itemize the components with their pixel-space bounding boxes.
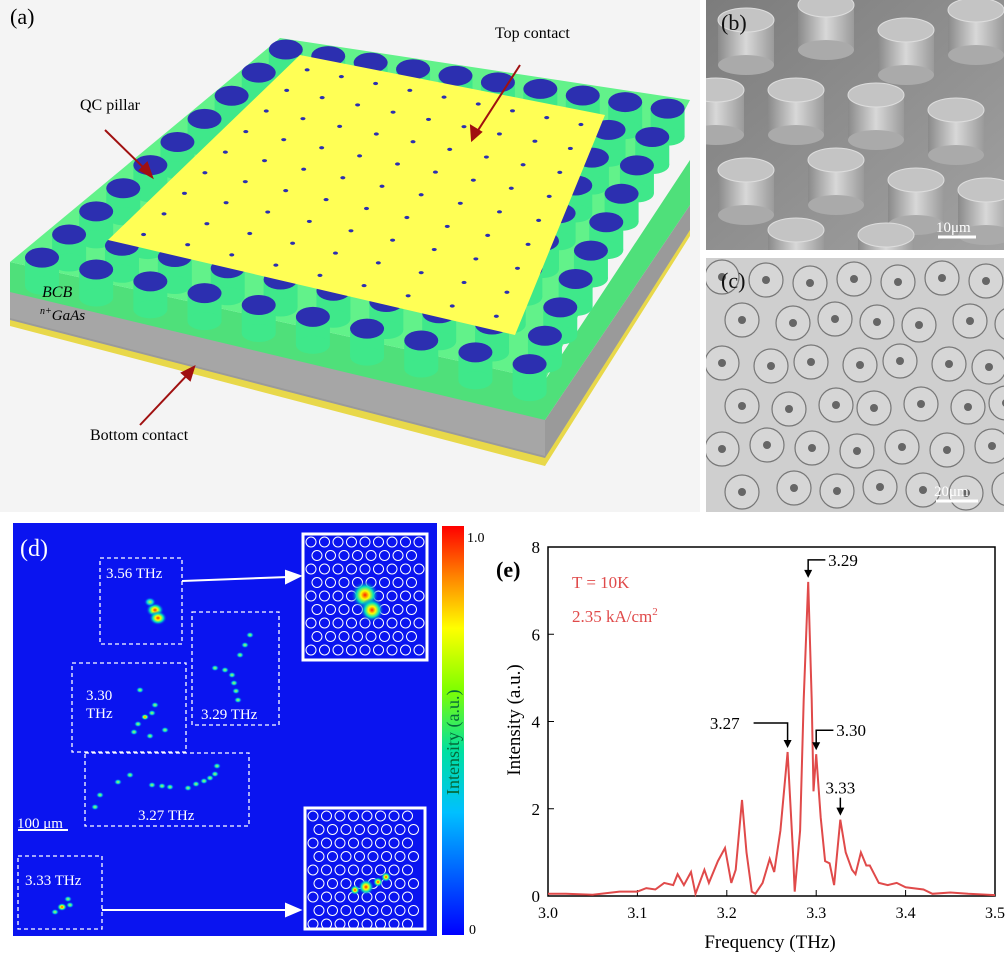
y-tick-label: 6 xyxy=(532,625,541,644)
mode-label-356: 3.56 THz xyxy=(106,566,163,582)
peak-annotation: 3.30 xyxy=(812,721,866,751)
qc-pillar xyxy=(52,224,87,245)
qc-pillar-label: QC pillar xyxy=(80,97,141,114)
qc-pillar xyxy=(214,85,249,106)
qc-pillar xyxy=(241,62,276,83)
qc-pillar xyxy=(635,127,670,148)
x-tick-label: 3.4 xyxy=(896,905,916,922)
mode-box-329 xyxy=(191,611,280,726)
bottom-contact-label: Bottom contact xyxy=(90,427,189,444)
qc-pillar xyxy=(604,183,639,204)
qc-pillar xyxy=(608,92,643,113)
colorbar-min: 0 xyxy=(469,923,476,938)
bcb-label: BCB xyxy=(42,284,72,301)
x-tick-label: 3.5 xyxy=(985,905,1005,922)
qc-pillar xyxy=(79,201,114,222)
current-density-annotation: 2.35 kA/cm2 xyxy=(572,606,658,626)
panel-a-device-schematic: (a) Top contact QC pillar BCB n+GaAs Bot… xyxy=(0,0,700,512)
qc-pillar xyxy=(350,318,385,339)
mode-label-333: 3.33 THz xyxy=(25,873,82,889)
bcb-layer-side xyxy=(10,160,690,420)
panel-c-scale-label: 20μm xyxy=(934,484,969,500)
qc-pillar xyxy=(187,108,222,129)
qc-pillar xyxy=(160,132,195,153)
panel-b-label: (b) xyxy=(721,10,747,35)
peak-annotation: 3.29 xyxy=(804,551,858,578)
inset-333 xyxy=(303,806,427,931)
qc-pillar xyxy=(650,98,685,119)
qc-pillar xyxy=(187,283,222,304)
mode-label-329: 3.29 THz xyxy=(201,707,258,723)
colorbar-max: 1.0 xyxy=(467,531,485,546)
colorbar-label: Intensity (a.u.) xyxy=(443,690,464,795)
qc-pillar xyxy=(589,212,624,233)
x-tick-label: 3.1 xyxy=(627,905,647,922)
panel-c-sem-image: (c) 20μm xyxy=(706,258,1004,512)
plot-area xyxy=(547,546,996,897)
qc-pillar xyxy=(396,59,431,80)
qc-pillar xyxy=(106,178,141,199)
mode-label-330-line1: 3.30 xyxy=(86,688,112,704)
qc-pillar xyxy=(543,297,578,318)
mode-box-333 xyxy=(17,855,103,930)
sem-pillars xyxy=(706,0,1004,250)
y-tick-label: 4 xyxy=(532,713,541,732)
top-contact-holes xyxy=(141,68,584,318)
y-tick-label: 2 xyxy=(532,800,541,819)
top-contact-label: Top contact xyxy=(495,25,570,42)
peak-label: 3.29 xyxy=(828,551,858,570)
qc-pillar xyxy=(295,306,330,327)
mode-box-327 xyxy=(84,752,250,827)
qc-pillar xyxy=(573,240,608,261)
peak-annotation: 3.33 xyxy=(825,779,855,816)
panel-e-spectrum-chart: 3.0 3.1 3.2 3.3 3.4 3.5 0 2 4 6 8 3.29 3.27 3.30 3.33… xyxy=(496,538,1005,953)
qc-pillar xyxy=(79,259,114,280)
x-tick-label: 3.2 xyxy=(717,905,737,922)
panel-a-label: (a) xyxy=(10,4,34,29)
gaas-label: n+GaAs xyxy=(40,306,85,324)
panel-c-label: (c) xyxy=(721,268,745,293)
panel-e-label: (e) xyxy=(496,557,520,582)
peak-label: 3.27 xyxy=(710,714,740,733)
inset-356 xyxy=(301,532,429,662)
y-tick-label: 8 xyxy=(532,538,541,557)
panel-b-sem-image: (b) 10μm xyxy=(706,0,1004,250)
x-tick-label: 3.0 xyxy=(538,905,558,922)
peak-label: 3.33 xyxy=(825,779,855,798)
qc-pillar xyxy=(133,271,168,292)
qc-pillar xyxy=(512,354,547,375)
mode-label-330-line2: THz xyxy=(86,706,113,722)
spectrum-line xyxy=(548,581,996,898)
panel-b-scale-label: 10μm xyxy=(936,220,971,236)
qc-pillar xyxy=(404,330,439,351)
x-tick-label: 3.3 xyxy=(806,905,826,922)
colorbar xyxy=(442,526,464,935)
qc-pillar xyxy=(25,247,59,268)
scale-bar-label: 100 μm xyxy=(17,816,63,832)
qc-pillar xyxy=(241,295,276,316)
panel-d-label: (d) xyxy=(20,536,48,562)
temperature-annotation: T = 10K xyxy=(572,573,630,592)
qc-pillar xyxy=(619,155,654,176)
qc-pillar xyxy=(527,325,562,346)
qc-pillar xyxy=(458,342,493,363)
y-axis-label: Intensity (a.u.) xyxy=(504,664,525,775)
x-axis-label: Frequency (THz) xyxy=(704,932,835,953)
mode-label-327: 3.27 THz xyxy=(138,808,195,824)
qc-pillar xyxy=(523,78,558,99)
peak-label: 3.30 xyxy=(836,721,866,740)
qc-pillar xyxy=(565,85,600,106)
mode-intensity-spots xyxy=(51,597,254,916)
y-tick-label: 0 xyxy=(532,887,541,906)
qc-pillar xyxy=(268,39,303,60)
qc-pillar xyxy=(438,65,473,86)
mode-box-330 xyxy=(71,662,187,753)
qc-pillar xyxy=(558,268,593,289)
panel-d-mode-maps: 3.56 THz 3.29 THz 3.30 THz 3.27 THz 3.33… xyxy=(13,523,485,938)
peak-annotation: 3.27 xyxy=(710,714,792,749)
